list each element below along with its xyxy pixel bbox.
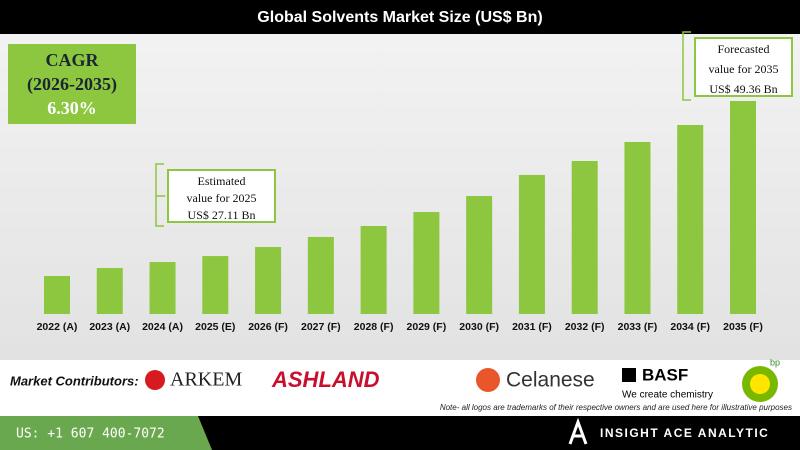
logo-text: ARKEM [170, 369, 242, 391]
x-tick-label: 2029 (F) [407, 321, 447, 333]
x-tick-label: 2035 (F) [723, 321, 763, 333]
x-tick-label: 2022 (A) [37, 321, 78, 333]
contributors-label: Market Contributors: [10, 373, 139, 388]
bar [149, 262, 176, 314]
x-tick-label: 2026 (F) [248, 321, 288, 333]
callout-text: value for 2035 [709, 62, 779, 76]
arkem-icon [145, 370, 165, 390]
bar [202, 256, 229, 314]
celanese-icon [476, 368, 500, 392]
bar [518, 174, 545, 314]
callout-bracket [155, 163, 164, 227]
x-tick-label: 2032 (F) [565, 321, 605, 333]
footer-band [0, 360, 800, 416]
cagr-value: 6.30% [47, 98, 97, 118]
x-tick-label: 2025 (E) [195, 321, 235, 333]
callout-text: Estimated [198, 174, 246, 188]
bar [307, 236, 334, 314]
logo-text: We create chemistry [622, 390, 713, 401]
bar [96, 268, 123, 314]
x-tick-label: 2031 (F) [512, 321, 552, 333]
callout-box [167, 169, 276, 223]
logo-note: Note- all logos are trademarks of their … [440, 403, 792, 412]
bar [466, 195, 493, 314]
title-bar [0, 0, 800, 34]
x-tick-label: 2028 (F) [354, 321, 394, 333]
callout-text: US$ 27.11 Bn [188, 208, 256, 222]
bar [360, 226, 387, 314]
callout-bracket [682, 31, 691, 101]
x-tick-label: 2034 (F) [670, 321, 710, 333]
x-tick-label: 2024 (A) [142, 321, 183, 333]
callout-text: Forecasted [718, 42, 770, 56]
callout-text: US$ 49.36 Bn [709, 82, 777, 96]
brand: INSIGHT ACE ANALYTIC [600, 426, 769, 440]
cagr-period: (2026-2035) [27, 74, 117, 95]
logo-text: bp [770, 357, 780, 367]
chart-title: Global Solvents Market Size (US$ Bn) [257, 9, 542, 26]
bar [571, 160, 598, 314]
brand-icon [568, 417, 588, 445]
bar [413, 212, 440, 314]
bar [255, 246, 282, 314]
phone-panel [0, 416, 212, 450]
callout-box [694, 37, 793, 97]
x-tick-label: 2023 (A) [89, 321, 130, 333]
x-tick-label: 2033 (F) [618, 321, 658, 333]
x-tick-label: 2030 (F) [459, 321, 499, 333]
cagr-box [8, 44, 136, 124]
x-tick-label: 2027 (F) [301, 321, 341, 333]
callout-text: value for 2025 [187, 191, 257, 205]
logo-text: ASHLAND [271, 367, 380, 392]
bp-icon-center [750, 374, 770, 394]
bar [624, 141, 651, 314]
logo-text: BASF [642, 365, 688, 384]
logo-text: Celanese [506, 369, 595, 392]
phone: US: +1 607 400-7072 [16, 427, 165, 442]
bar [677, 124, 704, 315]
cagr-label: CAGR [46, 50, 100, 70]
bar [44, 275, 70, 314]
bar [730, 101, 756, 314]
basf-icon [622, 368, 636, 382]
